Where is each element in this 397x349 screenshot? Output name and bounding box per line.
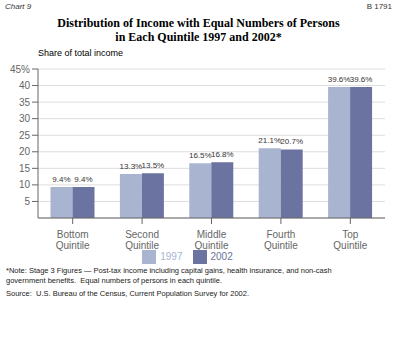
svg-text:10: 10 bbox=[19, 179, 31, 190]
svg-text:TopQuintile: TopQuintile bbox=[333, 229, 367, 251]
html-text:*Note: Stage 3 Figures — Post-: *Note: Stage 3 Figures — Post-tax income… bbox=[6, 266, 332, 285]
svg-text:35: 35 bbox=[19, 97, 31, 108]
svg-text:40: 40 bbox=[19, 80, 31, 91]
svg-text:13.5%: 13.5% bbox=[142, 161, 165, 170]
html-text:Share of total income: Share of total income bbox=[38, 48, 124, 58]
svg-text:SecondQuintile: SecondQuintile bbox=[125, 229, 159, 251]
svg-text:20.7%: 20.7% bbox=[280, 137, 303, 146]
svg-text:21.1%: 21.1% bbox=[258, 136, 281, 145]
html-text:2002: 2002 bbox=[210, 250, 233, 262]
html-text:Source: U.S. Bureau of the Cen: Source: U.S. Bureau of the Census, Curre… bbox=[6, 289, 250, 298]
svg-text:16.8%: 16.8% bbox=[211, 150, 234, 159]
svg-text:5: 5 bbox=[24, 196, 30, 207]
html-text:Chart 9: Chart 9 bbox=[5, 2, 32, 11]
svg-text:25: 25 bbox=[19, 130, 31, 141]
svg-text:13.3%: 13.3% bbox=[120, 162, 143, 171]
html-text:1997: 1997 bbox=[160, 250, 183, 262]
svg-text:BottomQuintile: BottomQuintile bbox=[56, 229, 90, 251]
svg-text:15: 15 bbox=[19, 163, 31, 174]
svg-text:MiddleQuintile: MiddleQuintile bbox=[195, 229, 229, 251]
svg-text:39.6%: 39.6% bbox=[328, 75, 351, 84]
svg-text:45%: 45% bbox=[10, 64, 30, 75]
html-text:Distribution of Income with Eq: Distribution of Income with Equal Number… bbox=[57, 16, 340, 44]
html-text:B 1791: B 1791 bbox=[366, 2, 392, 11]
svg-text:16.5%: 16.5% bbox=[189, 151, 212, 160]
svg-text:FourthQuintile: FourthQuintile bbox=[264, 229, 298, 251]
svg-text:30: 30 bbox=[19, 113, 31, 124]
svg-text:20: 20 bbox=[19, 146, 31, 157]
svg-text:39.6%: 39.6% bbox=[350, 75, 373, 84]
svg-text:9.4%: 9.4% bbox=[52, 175, 70, 184]
svg-text:9.4%: 9.4% bbox=[74, 175, 92, 184]
